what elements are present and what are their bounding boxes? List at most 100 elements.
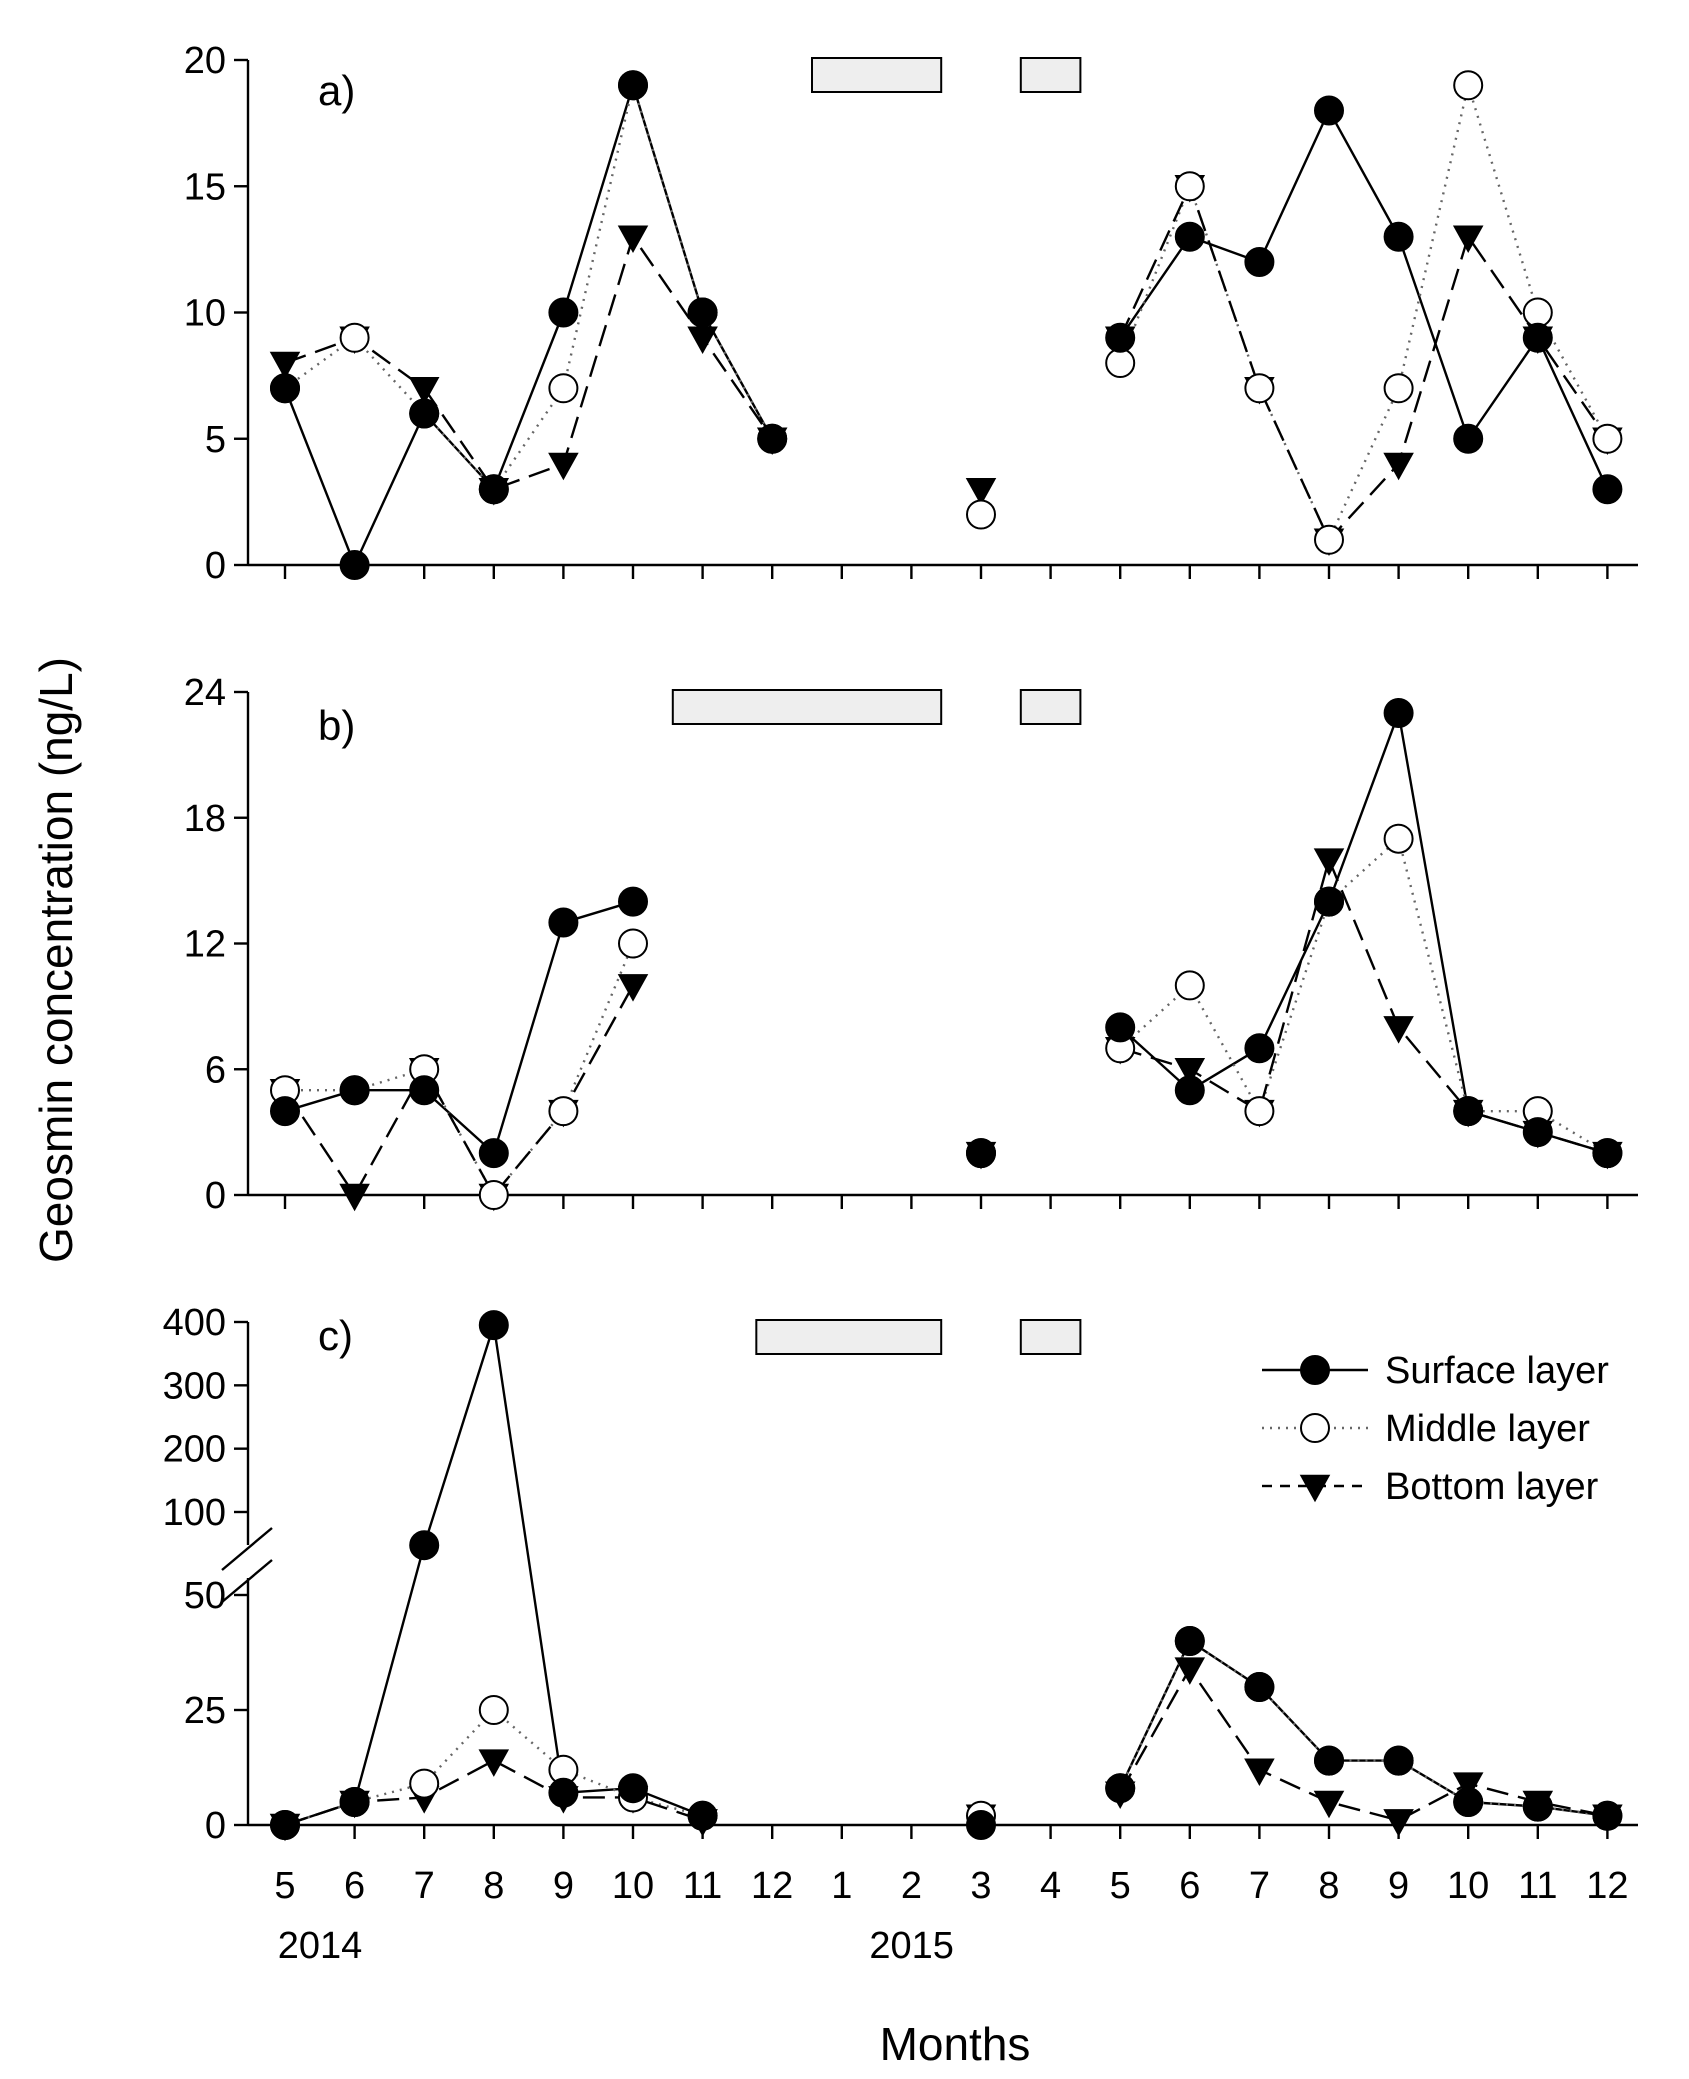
series-surface	[284, 711, 1608, 1155]
x-tick-label: 10	[1447, 1865, 1489, 1907]
data-point-bottom	[1174, 1657, 1206, 1685]
data-point-surface	[966, 1138, 996, 1169]
markers-surface	[270, 1310, 1623, 1840]
y-tick-label: 6	[205, 1049, 226, 1091]
data-point-surface	[270, 1810, 300, 1840]
data-point-bottom	[617, 974, 649, 1002]
y-axis-title: Geosmin concentration (ng/L)	[30, 657, 82, 1263]
data-point-bottom	[478, 1749, 510, 1777]
series-line-bottom	[284, 984, 635, 1197]
markers-middle	[270, 823, 1623, 1210]
year-label: 2015	[869, 1925, 954, 1967]
x-tick-label: 9	[553, 1865, 574, 1907]
data-point-surface	[409, 1530, 440, 1561]
y-tick-label: 12	[184, 924, 226, 966]
data-point-surface	[1383, 1745, 1414, 1776]
y-tick-label: 50	[184, 1575, 226, 1617]
data-point-surface	[687, 1800, 718, 1831]
data-point-surface	[339, 550, 370, 580]
data-point-middle	[1174, 970, 1205, 1001]
x-tick-label: 5	[274, 1865, 295, 1907]
x-tick-label: 5	[1110, 1865, 1131, 1907]
data-point-middle	[1383, 373, 1414, 404]
data-point-surface	[1314, 1745, 1344, 1776]
data-point-middle	[1453, 70, 1484, 101]
data-point-middle	[1592, 423, 1623, 454]
y-tick-label: 100	[163, 1492, 226, 1534]
chart-panels: 0 5 10 15 20 a) 0 6 12 18 24 b) 0 25 50 100 200 300 400 c)	[163, 40, 1638, 1847]
data-point-bottom	[1313, 1790, 1345, 1819]
data-point-surface	[548, 907, 579, 938]
data-point-surface	[339, 1787, 370, 1817]
x-tick-label: 3	[970, 1865, 991, 1907]
y-tick-label: 200	[163, 1429, 226, 1471]
data-point-surface	[1383, 221, 1414, 252]
series-line-bottom	[1119, 185, 1609, 541]
panel-a: 0 5 10 15 20 a)	[184, 40, 1638, 587]
data-point-bottom	[1313, 848, 1345, 876]
data-point-surface	[270, 1096, 300, 1127]
data-point-bottom	[1383, 452, 1414, 481]
shaded-period-1	[1019, 1319, 1082, 1355]
y-tick-label: 0	[205, 1805, 226, 1847]
data-point-surface	[1244, 1672, 1275, 1702]
data-point-surface	[618, 886, 648, 917]
panel-c: 0 25 50 100 200 300 400 c)	[163, 1302, 1638, 1847]
data-point-bottom	[339, 1183, 370, 1212]
axis-break-mark	[221, 1527, 273, 1571]
shaded-period-0	[811, 57, 943, 93]
data-point-middle	[548, 373, 579, 404]
data-point-bottom	[1452, 225, 1484, 253]
data-point-middle	[1383, 823, 1414, 854]
data-point-surface	[1244, 1033, 1275, 1064]
year-label: 2014	[278, 1925, 363, 1967]
shaded-period-1	[1019, 57, 1082, 93]
series-line-middle	[1119, 837, 1609, 1155]
y-tick-label: 25	[184, 1690, 226, 1732]
data-point-surface	[618, 1773, 648, 1804]
markers-middle	[270, 70, 1623, 555]
data-point-surface	[1383, 697, 1414, 728]
y-tick-label: 0	[205, 1175, 226, 1217]
data-point-surface	[1522, 1791, 1553, 1822]
y-tick-label: 10	[184, 293, 226, 335]
series-bottom	[284, 858, 1608, 1197]
data-point-middle	[409, 1768, 440, 1799]
data-point-surface	[1314, 886, 1344, 917]
data-point-surface	[1453, 1787, 1484, 1817]
markers-middle	[270, 1626, 1623, 1840]
y-tick-label: 18	[184, 798, 226, 840]
markers-bottom	[269, 1657, 1623, 1842]
series-line-middle	[284, 84, 774, 491]
data-point-middle	[478, 1695, 509, 1725]
data-point-bottom	[617, 225, 649, 253]
data-point-surface	[478, 474, 509, 505]
data-point-surface	[339, 1075, 370, 1106]
data-point-surface	[548, 297, 579, 328]
data-point-bottom	[1174, 1058, 1206, 1086]
data-point-middle	[966, 499, 996, 530]
legend-marker-surface	[1300, 1355, 1330, 1385]
data-point-middle	[1522, 297, 1553, 328]
data-point-middle	[548, 1096, 579, 1127]
markers-bottom	[269, 175, 1623, 556]
data-point-surface	[1105, 1012, 1136, 1043]
series-bottom	[284, 1667, 1608, 1827]
x-tick-label: 7	[1249, 1865, 1270, 1907]
data-point-surface	[1592, 1138, 1623, 1169]
data-point-bottom	[269, 351, 301, 380]
data-point-surface	[1244, 247, 1275, 277]
legend-label-middle: Middle layer	[1385, 1408, 1590, 1450]
panel-label: b)	[318, 702, 355, 749]
data-point-surface	[618, 70, 648, 101]
panel-label: a)	[318, 67, 355, 114]
data-point-surface	[1174, 1075, 1205, 1106]
legend-marker-bottom	[1299, 1474, 1331, 1503]
data-point-bottom	[1383, 1809, 1414, 1837]
legend-label-bottom: Bottom layer	[1385, 1466, 1599, 1508]
series-middle	[284, 84, 1609, 541]
x-tick-label: 4	[1040, 1865, 1061, 1907]
x-tick-label: 12	[1586, 1865, 1628, 1907]
data-point-surface	[1453, 423, 1484, 454]
data-point-bottom	[408, 377, 440, 405]
